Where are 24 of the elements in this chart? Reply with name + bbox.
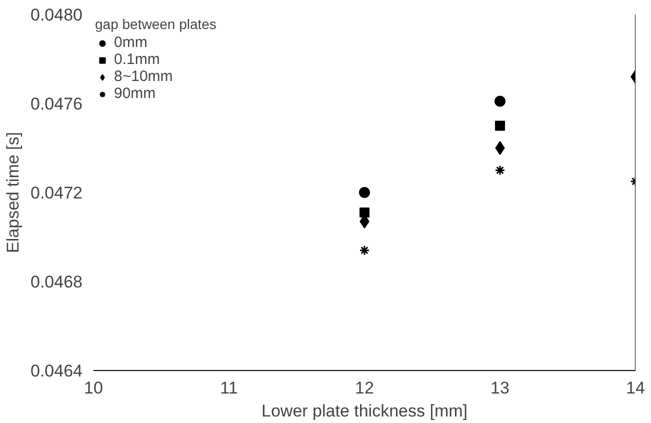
point <box>495 120 505 131</box>
legend-title: gap between plates <box>95 16 216 32</box>
y-tick-label: 0.0476 <box>30 94 83 114</box>
x-tick-label: 10 <box>84 378 103 398</box>
y-tick-label: 0.0472 <box>30 184 83 202</box>
y-tick-label: 0.0480 <box>30 6 83 24</box>
legend-label: 90mm <box>114 85 156 102</box>
point <box>360 208 370 218</box>
point <box>494 165 506 176</box>
x-tick-label: 12 <box>355 378 374 398</box>
y-tick-label: 0.0464 <box>30 362 83 380</box>
legend-label: 0mm <box>114 34 148 51</box>
y-axis-title: Elapsed time [s] <box>4 132 23 253</box>
point <box>495 141 505 155</box>
point <box>359 245 370 256</box>
x-axis-title: Lower plate thickness [mm] <box>262 402 468 420</box>
legend-label: 0.1mm <box>114 51 160 68</box>
legend-label: 8~10mm <box>114 68 173 85</box>
point <box>494 96 506 107</box>
point <box>359 187 370 198</box>
x-tick-label: 13 <box>490 378 510 398</box>
y-tick-label: 0.0468 <box>30 272 83 292</box>
x-tick-label: 14 <box>626 378 645 398</box>
x-tick-label: 11 <box>220 378 238 398</box>
